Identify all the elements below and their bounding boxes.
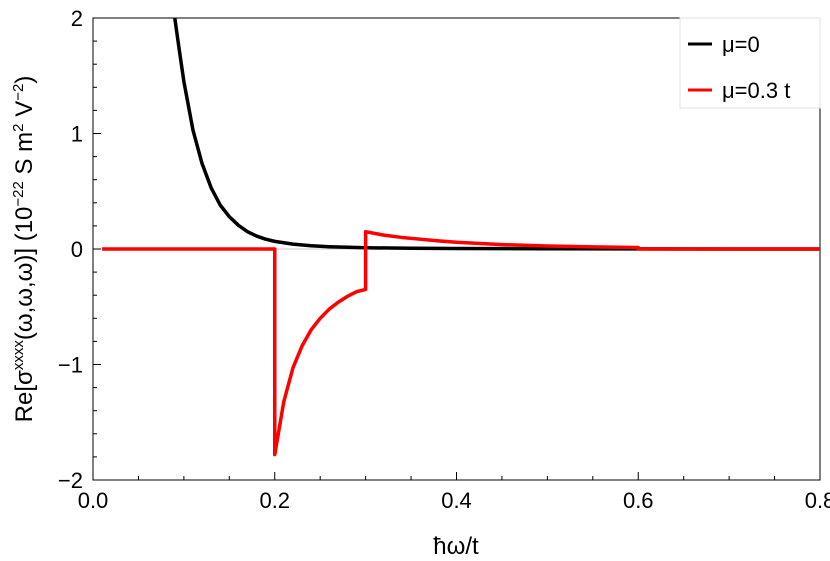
y-label-exp: −22 — [10, 181, 27, 206]
y-tick-label-4: 2 — [71, 6, 83, 31]
y-tick-label-3: 1 — [71, 122, 83, 147]
legend: μ=0 μ=0.3 t — [679, 17, 821, 109]
y-label-v: V — [11, 101, 38, 124]
y-label-m-exp: 2 — [10, 123, 27, 131]
series-line-0 — [173, 17, 821, 251]
y-label-v-exp: −2 — [10, 84, 27, 101]
y-label-units: S m — [11, 132, 38, 181]
series-layer — [102, 17, 821, 457]
x-tick-label-2: 0.4 — [441, 488, 472, 513]
series-line-1 — [102, 229, 820, 457]
legend-label-mu-0: μ=0 — [722, 32, 760, 57]
y-label-prefix: Re[σ — [11, 370, 38, 422]
x-tick-label-4: 0.8 — [805, 488, 830, 513]
x-tick-label-3: 0.6 — [623, 488, 654, 513]
legend-label-mu-0-3t: μ=0.3 t — [722, 78, 790, 103]
x-tick-label-1: 0.2 — [259, 488, 290, 513]
y-label-args: (ω,ω,ω)] (10 — [11, 207, 38, 341]
x-axis-ticks: 0.0 0.2 0.4 0.6 0.8 — [78, 472, 830, 513]
y-tick-label-2: 0 — [71, 237, 83, 262]
y-label-close: ) — [11, 76, 38, 84]
y-tick-label-0: −2 — [58, 468, 83, 493]
y-axis-label: Re[σxxxx(ω,ω,ω)] (10−22 S m2 V−2) — [10, 76, 38, 423]
y-axis-ticks: −2 −1 0 1 2 — [58, 6, 101, 493]
x-tick-label-0: 0.0 — [78, 488, 109, 513]
y-label-sup: xxxx — [10, 340, 27, 371]
x-axis-label: ħω/t — [433, 533, 479, 560]
legend-box — [679, 17, 821, 109]
y-tick-label-1: −1 — [58, 353, 83, 378]
